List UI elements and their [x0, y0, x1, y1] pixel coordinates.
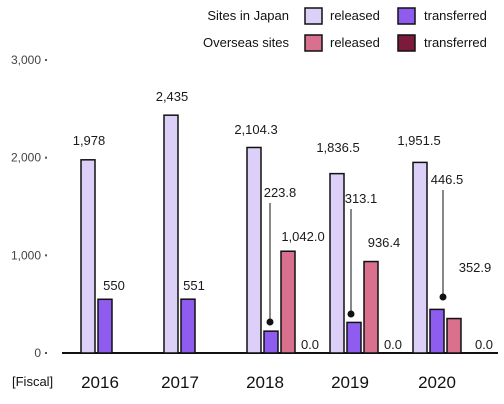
data-label-overseas-released: 936.4: [368, 235, 401, 250]
bar-overseas-released: [446, 317, 462, 354]
data-label-japan-released: 2,104.3: [234, 122, 277, 137]
bar-japan-released: [412, 161, 428, 354]
bar-japan-transferred: [263, 330, 279, 354]
bar-japan-transferred: [429, 308, 445, 354]
data-label-overseas-transferred: 0.0: [301, 337, 319, 352]
data-label-japan-released: 1,978: [73, 133, 106, 148]
bar-japan-released: [246, 146, 262, 354]
data-label-overseas-released: 352.9: [459, 260, 492, 275]
y-tick-label: 2,000: [11, 151, 41, 165]
legend-item-label: released: [330, 8, 380, 23]
data-label-japan-released: 1,951.5: [397, 133, 440, 148]
data-label-japan-transferred: 446.5: [431, 172, 464, 187]
data-labels-layer: 1,978 2,435 2,104.3 1,836.5 1,951.5 550 551 223…: [73, 89, 493, 352]
x-tick-label: 2017: [161, 373, 199, 392]
data-label-japan-transferred: 550: [103, 278, 125, 293]
leader-dot: [266, 318, 274, 326]
data-label-overseas-transferred: 0.0: [384, 337, 402, 352]
y-tick-mark: [45, 254, 47, 257]
legend-item-label: transferred: [424, 8, 487, 23]
x-tick-label: 2018: [246, 373, 284, 392]
leader-dot: [439, 293, 447, 301]
axis-layer: 0 1,000 2,000 3,000 [Fiscal] 2016 2017 2018 2019…: [11, 53, 498, 392]
bar-japan-transferred: [180, 298, 196, 354]
data-label-overseas-transferred: 0.0: [475, 337, 493, 352]
x-tick-label: 2020: [418, 373, 456, 392]
legend-swatch: [397, 7, 416, 25]
x-tick-label: 2019: [331, 373, 369, 392]
legend: Sites in Japan released transferred Oversea…: [203, 7, 487, 52]
legend-swatch: [397, 34, 416, 52]
legend-group-label: Overseas sites: [203, 35, 289, 50]
bars-layer: [80, 114, 462, 354]
leader-dot: [347, 310, 355, 318]
bar-japan-released: [80, 159, 96, 354]
data-label-japan-released: 2,435: [156, 89, 189, 104]
legend-item-label: released: [330, 35, 380, 50]
data-label-japan-transferred: 223.8: [264, 185, 297, 200]
y-tick-mark: [45, 156, 47, 159]
bar-japan-transferred: [346, 321, 362, 354]
x-unit-label: [Fiscal]: [12, 374, 53, 389]
bar-japan-transferred: [97, 298, 113, 354]
bar-overseas-released: [363, 260, 379, 354]
legend-swatch: [304, 7, 323, 25]
y-tick-label: 1,000: [11, 248, 41, 262]
data-label-japan-transferred: 313.1: [345, 191, 378, 206]
data-label-japan-transferred: 551: [183, 278, 205, 293]
legend-item-label: transferred: [424, 35, 487, 50]
y-tick-label: 0: [34, 346, 41, 360]
y-tick-mark: [45, 59, 47, 61]
y-tick-label: 3,000: [11, 53, 41, 67]
x-tick-label: 2016: [81, 373, 119, 392]
bar-overseas-released: [280, 250, 296, 354]
legend-group-label: Sites in Japan: [207, 8, 289, 23]
data-label-japan-released: 1,836.5: [316, 140, 359, 155]
y-tick-mark: [45, 352, 47, 354]
data-label-overseas-released: 1,042.0: [281, 229, 324, 244]
bar-japan-released: [163, 114, 179, 354]
bar-japan-released: [329, 172, 345, 354]
legend-swatch: [304, 34, 323, 52]
